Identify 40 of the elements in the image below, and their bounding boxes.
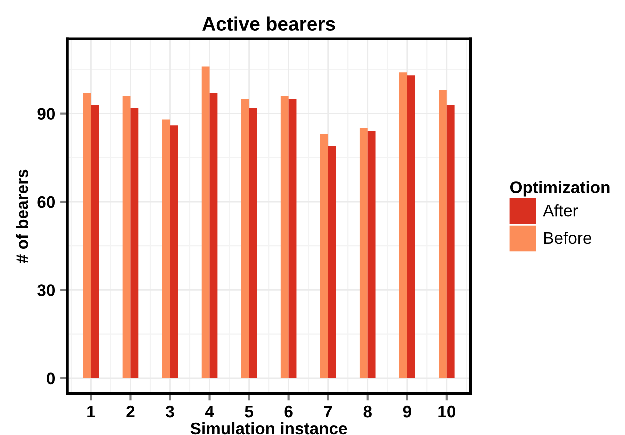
bar [320, 134, 328, 378]
bar [202, 66, 210, 378]
x-tick-label: 4 [205, 406, 214, 418]
y-tick-label: 0 [47, 372, 56, 385]
x-tick-label: 2 [126, 406, 135, 418]
chart-title: Active bearers [202, 16, 336, 32]
x-tick-label: 10 [438, 406, 456, 418]
x-axis-title: Simulation instance [190, 422, 348, 435]
bar [399, 72, 408, 378]
bar [122, 96, 131, 378]
bar [328, 146, 336, 378]
x-tick-label: 7 [324, 406, 332, 418]
bar [407, 76, 416, 378]
bar [83, 93, 92, 378]
x-tick-label: 1 [88, 406, 96, 418]
x-tick-label: 5 [245, 406, 254, 418]
y-tick-label: 90 [38, 108, 56, 120]
bar [130, 108, 139, 378]
x-tick-label: 3 [166, 406, 174, 418]
legend-title: Optimization [510, 181, 610, 197]
bar [360, 128, 368, 378]
x-tick-label: 8 [364, 406, 372, 418]
bar [288, 99, 297, 378]
bar [241, 99, 250, 378]
y-tick-label: 30 [38, 284, 56, 296]
bar [210, 93, 218, 378]
legend-label: Before [544, 232, 592, 244]
x-tick-label: 9 [403, 406, 412, 418]
bar [91, 105, 100, 378]
bar [249, 108, 258, 378]
bar [280, 96, 289, 378]
y-tick-label: 60 [38, 196, 56, 208]
bar [162, 120, 170, 378]
bar [170, 126, 178, 378]
bar [439, 90, 447, 378]
x-tick-label: 6 [284, 406, 293, 418]
bar [368, 131, 376, 378]
legend-label: After [543, 204, 578, 217]
y-axis-title: # of bearers [16, 170, 28, 264]
bar [446, 105, 455, 378]
